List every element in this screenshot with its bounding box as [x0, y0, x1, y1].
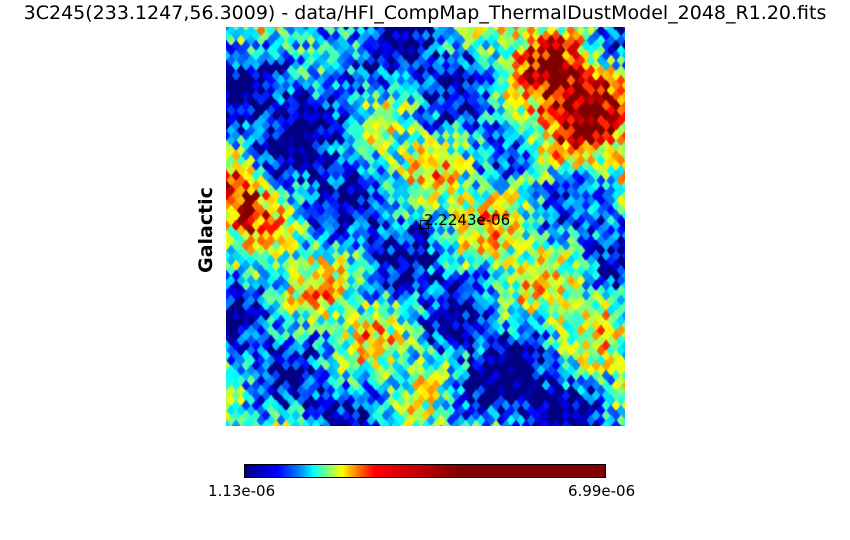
colorbar — [244, 464, 606, 478]
colorbar-min-label: 1.13e-06 — [208, 482, 276, 500]
source-marker — [420, 220, 429, 229]
coordinate-system-text: Galactic — [195, 187, 217, 273]
coordinate-system-label: Galactic — [183, 187, 229, 273]
healpix-map-image — [226, 27, 625, 426]
source-pixel-value: 2.2243e-06 — [424, 211, 511, 229]
plot-title: 3C245(233.1247,56.3009) - data/HFI_CompM… — [23, 2, 827, 24]
colorbar-max-label: 6.99e-06 — [568, 482, 636, 500]
